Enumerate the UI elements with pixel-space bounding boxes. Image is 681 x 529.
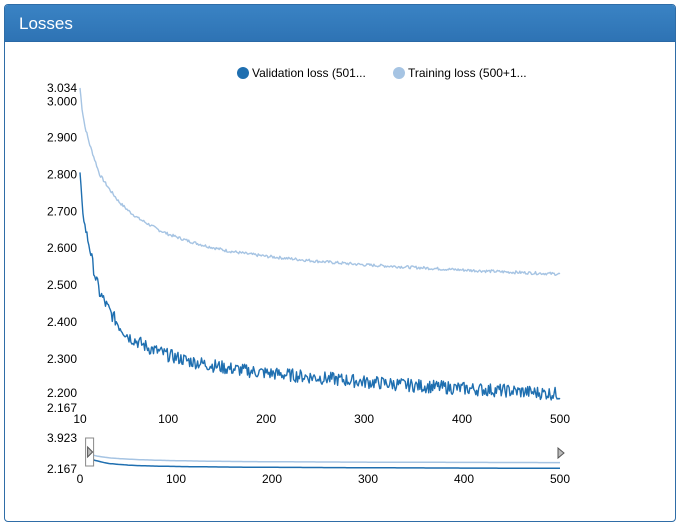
overview-x-tick: 300 bbox=[358, 472, 378, 486]
overview-series-line-1 bbox=[89, 453, 560, 464]
overview-x-tick: 400 bbox=[454, 472, 474, 486]
main-y-tick: 2.300 bbox=[47, 352, 77, 366]
legend-label-1[interactable]: Training loss (500+1... bbox=[408, 66, 527, 80]
main-x-tick: 100 bbox=[158, 412, 178, 426]
main-y-tick: 2.167 bbox=[47, 401, 77, 415]
main-y-tick: 2.800 bbox=[47, 167, 77, 181]
overview-x-tick: 200 bbox=[262, 472, 282, 486]
overview-series-line-0 bbox=[89, 457, 560, 470]
main-y-tick: 2.500 bbox=[47, 278, 77, 292]
main-y-tick: 2.400 bbox=[47, 315, 77, 329]
main-x-tick: 10 bbox=[73, 412, 87, 426]
overview-x-tick: 100 bbox=[166, 472, 186, 486]
main-series-line-0 bbox=[79, 172, 561, 401]
losses-panel: Losses bbox=[4, 4, 676, 522]
main-x-tick: 400 bbox=[452, 412, 472, 426]
legend-marker-0[interactable] bbox=[237, 67, 249, 79]
overview-x-tick: 500 bbox=[550, 472, 570, 486]
main-y-tick: 3.000 bbox=[47, 95, 77, 109]
legend-marker-1[interactable] bbox=[393, 67, 405, 79]
main-y-tick: 2.900 bbox=[47, 130, 77, 144]
main-x-tick: 300 bbox=[354, 412, 374, 426]
main-series-line-1 bbox=[79, 87, 561, 276]
main-x-tick: 500 bbox=[550, 412, 570, 426]
main-y-tick: 2.600 bbox=[47, 241, 77, 255]
panel-title: Losses bbox=[19, 14, 73, 33]
panel-header: Losses bbox=[5, 5, 675, 42]
range-handle-left[interactable] bbox=[87, 445, 94, 459]
legend-label-0[interactable]: Validation loss (501... bbox=[252, 66, 366, 80]
overview-x-tick: 0 bbox=[77, 472, 84, 486]
legend: Validation loss (501... Training loss (50… bbox=[237, 66, 527, 80]
overview-y-tick: 2.167 bbox=[47, 462, 77, 476]
main-x-tick: 200 bbox=[256, 412, 276, 426]
main-y-tick: 2.200 bbox=[47, 386, 77, 400]
range-handle-right[interactable] bbox=[557, 446, 565, 460]
overview-y-tick: 3.923 bbox=[47, 431, 77, 445]
main-y-tick: 2.700 bbox=[47, 204, 77, 218]
main-y-tick: 3.034 bbox=[47, 81, 77, 95]
